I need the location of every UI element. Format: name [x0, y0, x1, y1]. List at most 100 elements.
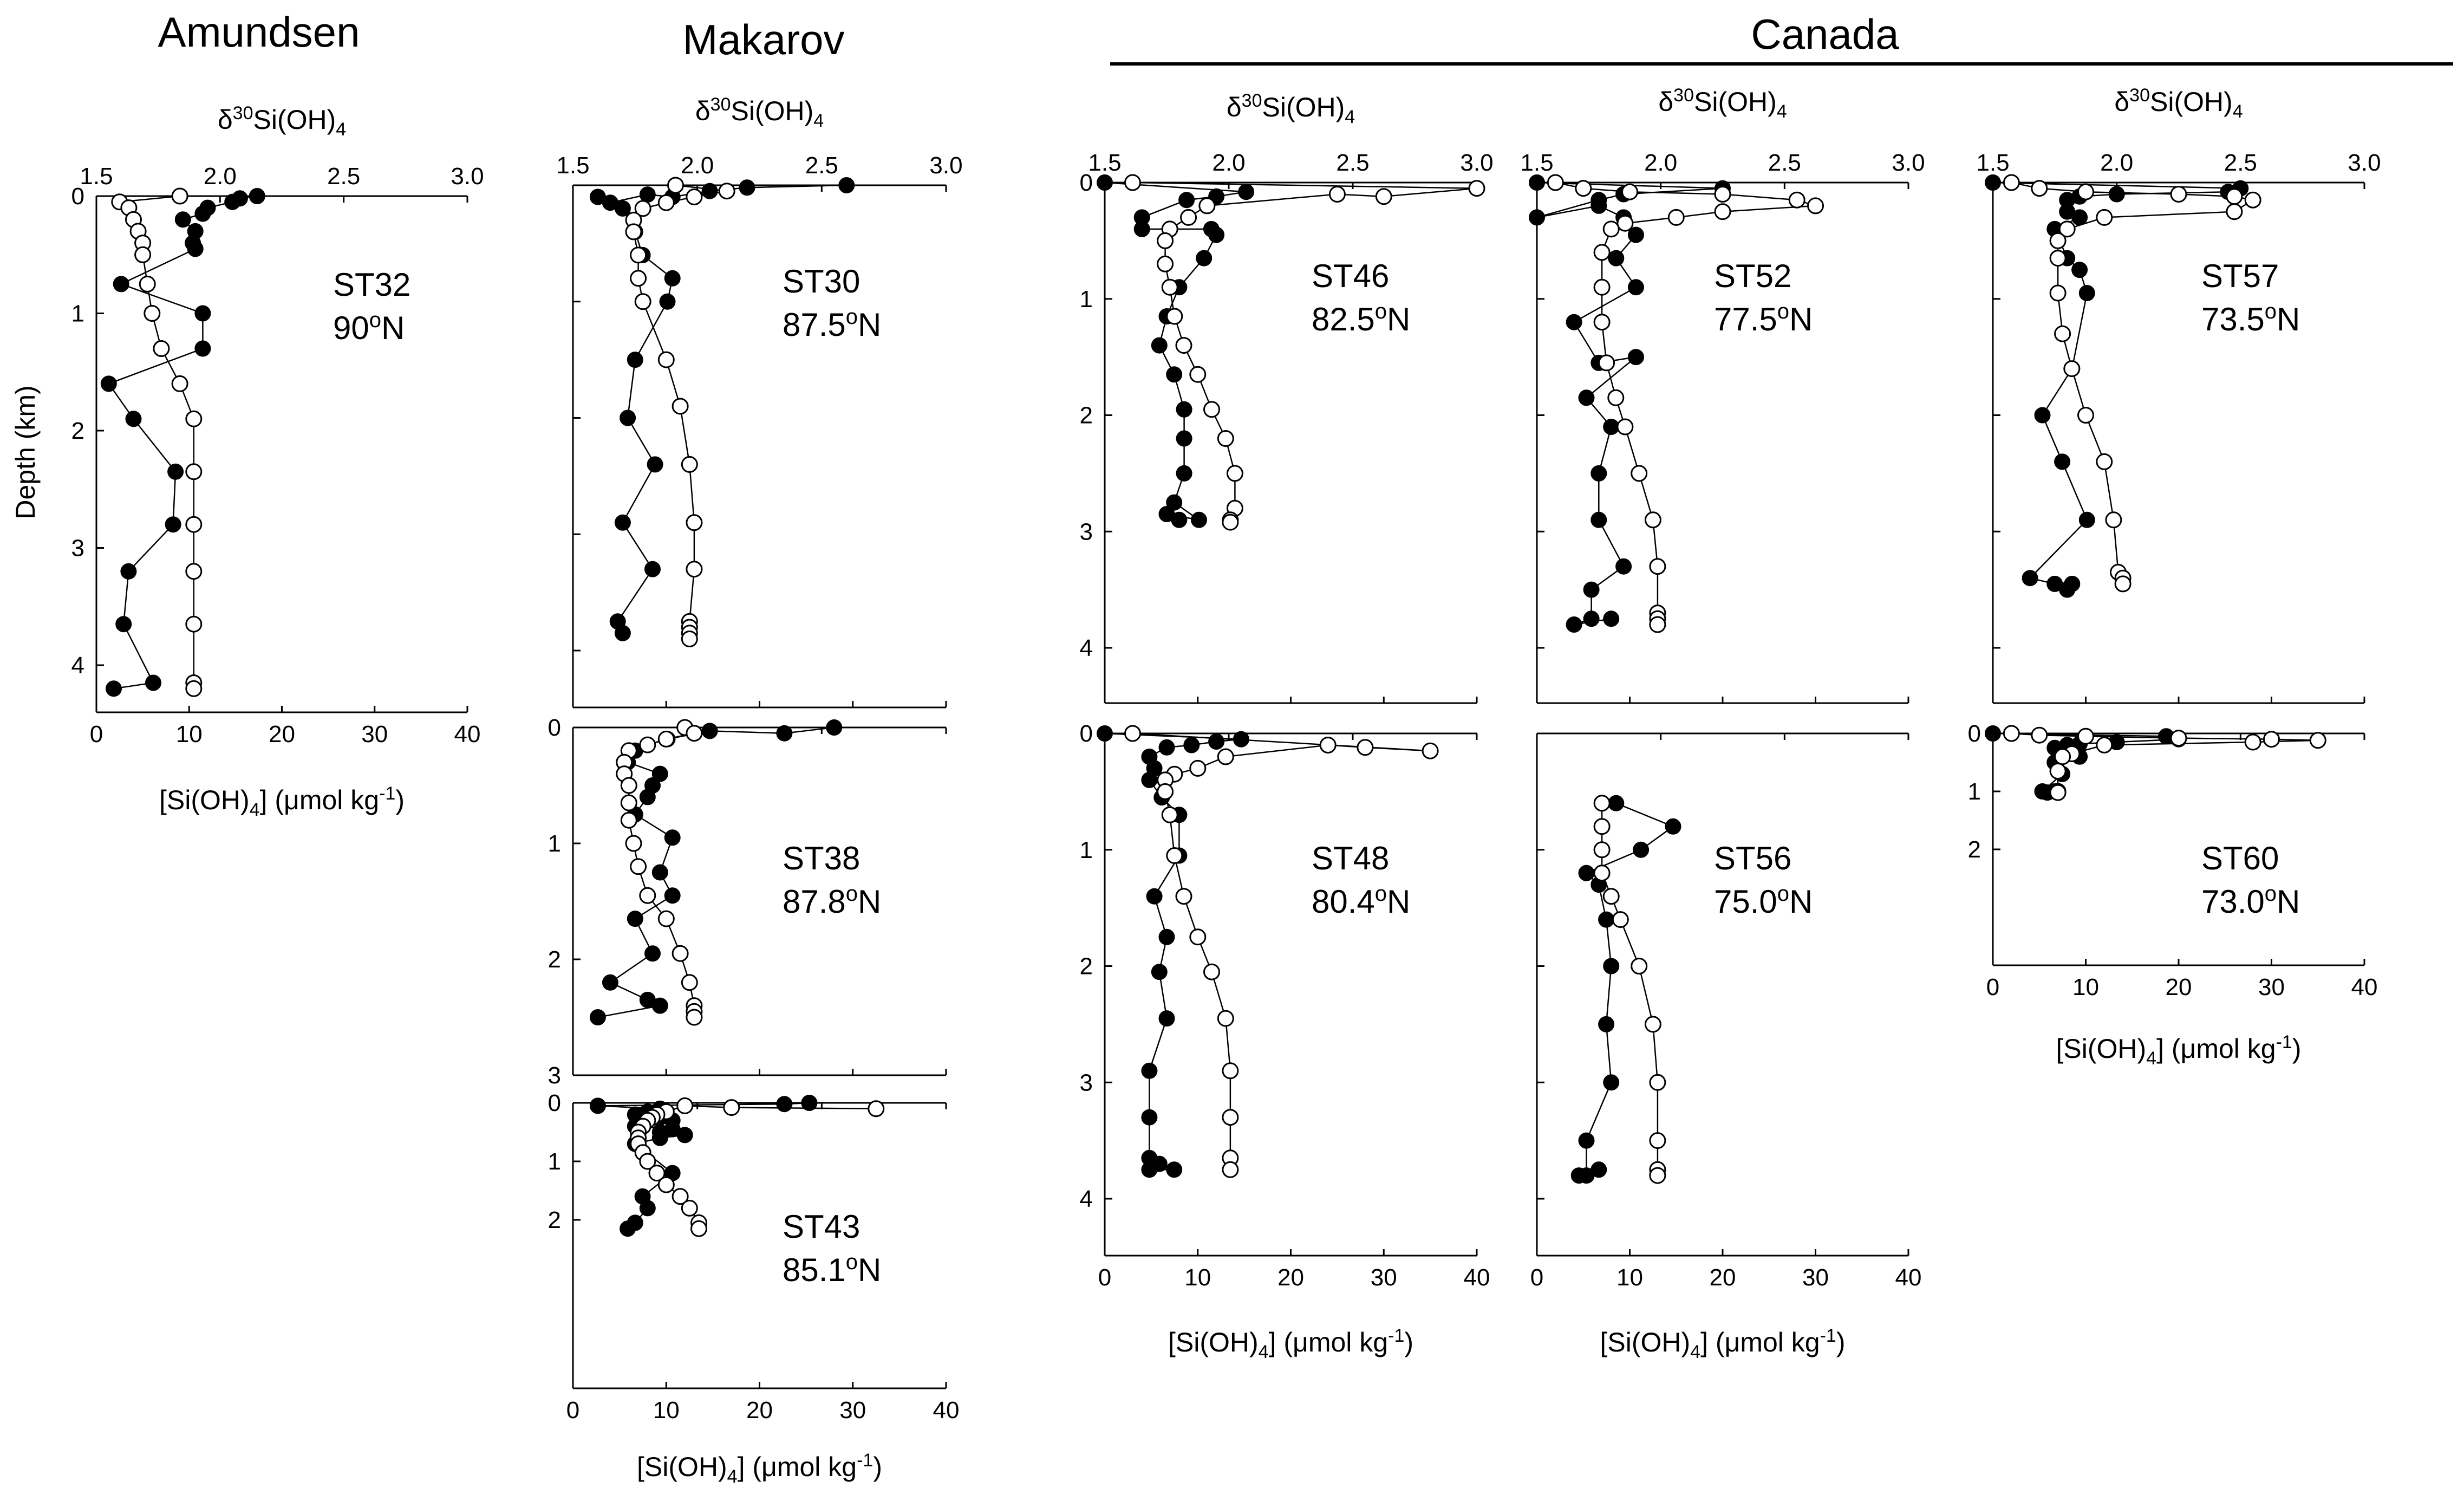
delta-point: [664, 829, 681, 846]
conc-point: [171, 375, 188, 392]
conc-point: [153, 340, 170, 357]
delta-point: [1615, 558, 1632, 575]
conc-point: [1714, 186, 1731, 203]
delta-point: [1529, 209, 1545, 226]
delta-point: [614, 514, 631, 531]
conc-tick-label: 10: [1616, 1264, 1643, 1291]
conc-point: [676, 1097, 694, 1114]
conc-point: [1602, 220, 1620, 238]
conc-point: [185, 680, 203, 697]
conc-point: [1631, 958, 1648, 974]
delta-point: [589, 1097, 606, 1114]
delta-point: [1166, 366, 1183, 383]
depth-tick-label: 0: [1968, 720, 1981, 747]
delta-point: [120, 563, 137, 580]
panel-st46: 0 1 2 3 4 1.5 2.0 2.5 3.0 δ30Si(OH)4 ST46 82.5oN: [1080, 90, 1494, 704]
conc-point: [1189, 759, 1207, 777]
conc-point: [2077, 407, 2094, 424]
latitude-label: 75.0oN: [1714, 882, 1813, 920]
conc-point: [2049, 284, 2067, 302]
conc-tick-label: 10: [2072, 974, 2099, 1000]
conc-point: [686, 514, 703, 531]
delta-point: [614, 200, 631, 217]
conc-tick-label: 30: [1371, 1264, 1397, 1291]
conc-point: [2263, 731, 2280, 748]
conc-point: [144, 305, 161, 322]
conc-point: [1593, 818, 1611, 835]
delta-point: [1133, 220, 1150, 237]
delta-tick-label: 1.5: [80, 163, 113, 190]
station-label: ST57: [2201, 258, 2279, 294]
conc-point: [630, 858, 647, 875]
panel-st52: 1.5 2.0 2.5 3.0 δ30Si(OH)4 ST52 77.5oN: [1520, 85, 1925, 704]
latitude-label: 73.5oN: [2201, 300, 2300, 337]
delta-point: [187, 241, 204, 257]
conc-point: [1375, 188, 1392, 205]
delta-point: [1578, 865, 1595, 881]
conc-point: [1575, 180, 1592, 197]
delta-point: [639, 186, 656, 203]
station-label: ST30: [783, 263, 860, 300]
delta-point: [651, 864, 668, 881]
delta-series-line: [1536, 181, 1723, 626]
conc-point: [686, 1009, 703, 1026]
delta-point: [1183, 737, 1200, 753]
conc-point: [686, 189, 703, 205]
delta-point: [106, 680, 122, 697]
conc-point: [672, 945, 689, 962]
delta-point: [115, 616, 132, 633]
delta-point: [1590, 511, 1607, 528]
conc-axis-title: [Si(OH)4] (μmol kg-1): [159, 783, 405, 820]
conc-point: [1198, 197, 1216, 215]
conc-point: [2170, 730, 2187, 747]
delta-point: [1178, 192, 1195, 209]
delta-point: [113, 276, 129, 293]
conc-point: [1631, 465, 1648, 482]
delta-axis-title: δ30Si(OH)4: [1227, 90, 1355, 127]
delta-point: [739, 179, 755, 196]
depth-tick-label: 1: [1080, 286, 1093, 313]
conc-point: [1161, 806, 1178, 823]
depth-tick-label: 4: [1080, 635, 1093, 661]
depth-tick-label: 2: [1080, 953, 1093, 980]
delta-point: [701, 723, 718, 739]
delta-point: [1151, 337, 1168, 354]
delta-point: [167, 463, 184, 480]
delta-point: [1158, 1010, 1175, 1027]
delta-point: [1208, 733, 1225, 750]
conc-point: [2096, 453, 2113, 470]
conc-point: [1593, 841, 1611, 859]
conc-tick-label: 40: [2351, 974, 2378, 1000]
conc-point: [1217, 430, 1234, 447]
delta-point: [801, 1095, 818, 1111]
latitude-label: 87.8oN: [783, 882, 881, 920]
delta-axis-title: δ30Si(OH)4: [2114, 85, 2243, 122]
conc-point: [2096, 736, 2113, 753]
conc-axis-title: [Si(OH)4] (μmol kg-1): [1600, 1325, 1846, 1362]
delta-tick-label: 3.0: [929, 152, 962, 179]
conc-point: [2096, 209, 2113, 226]
conc-point: [681, 974, 698, 991]
station-label: ST52: [1714, 258, 1791, 294]
conc-point: [657, 351, 675, 368]
conc-series-line: [1601, 803, 1659, 1176]
delta-point: [194, 305, 211, 322]
conc-point: [1593, 865, 1611, 882]
conc-point: [2309, 732, 2326, 749]
conc-point: [2170, 186, 2187, 203]
delta-point: [1141, 1109, 1158, 1126]
conc-tick-label: 40: [454, 721, 481, 748]
conc-series-line: [118, 195, 195, 689]
conc-point: [630, 270, 647, 287]
delta-point: [2078, 285, 2095, 301]
station-label: ST38: [783, 840, 860, 876]
delta-point: [1166, 494, 1183, 511]
conc-tick-label: 20: [1277, 1264, 1304, 1291]
delta-point: [2071, 262, 2088, 278]
conc-point: [681, 456, 698, 473]
conc-point: [2003, 174, 2020, 191]
delta-tick-label: 2.5: [1768, 150, 1801, 176]
conc-tick-label: 0: [566, 1397, 579, 1424]
